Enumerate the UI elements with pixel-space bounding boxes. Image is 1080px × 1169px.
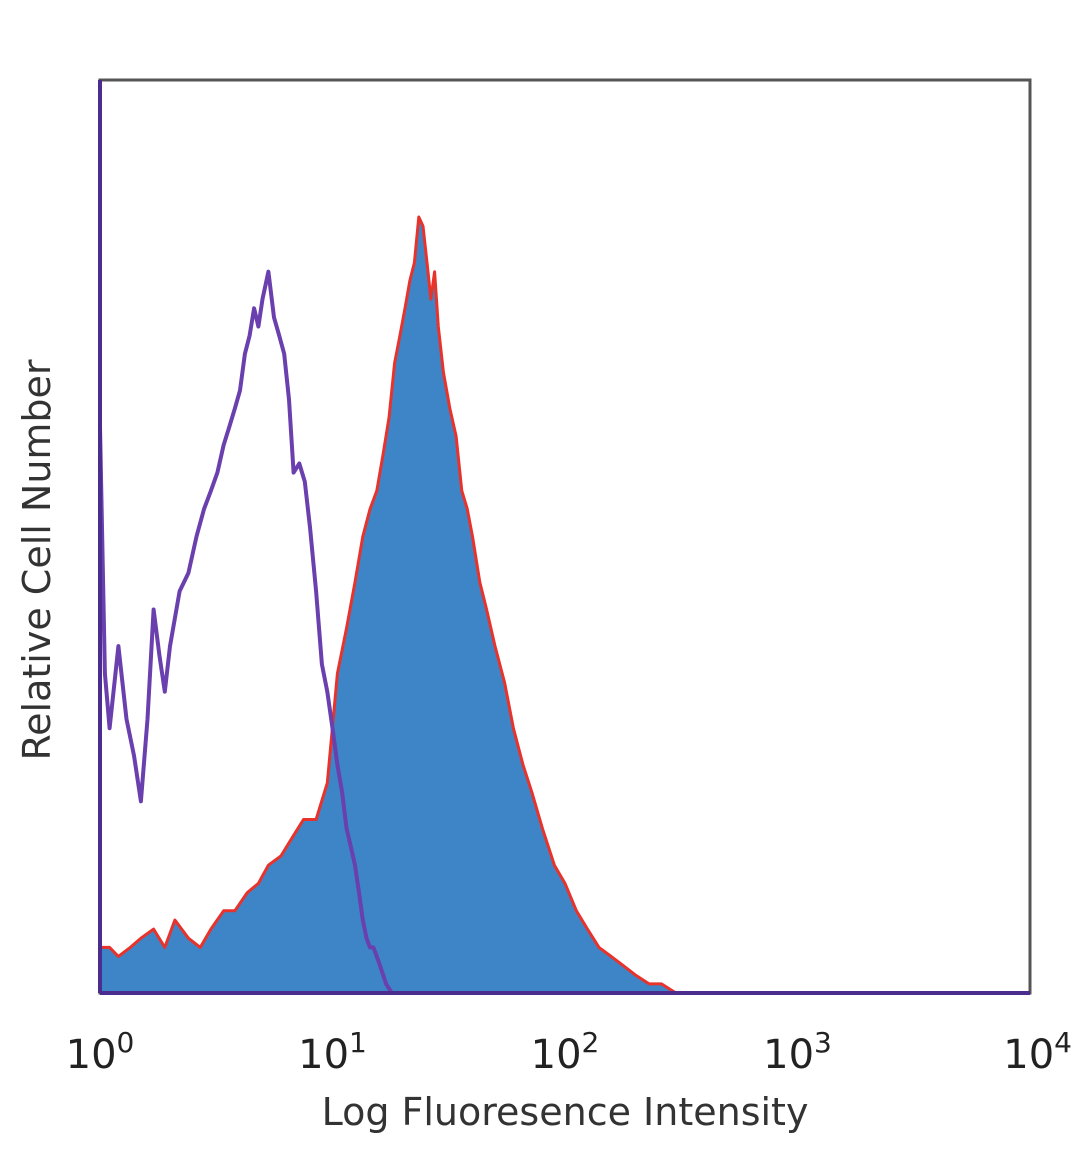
series-layer (98, 215, 683, 995)
x-tick-base: 10 (66, 1032, 117, 1078)
x-tick-exponent: 3 (814, 1026, 832, 1059)
x-tick-label: 104 (1003, 1026, 1072, 1078)
x-tick-label: 101 (298, 1026, 367, 1078)
series-0-line (100, 215, 683, 995)
x-tick-base: 10 (531, 1032, 582, 1078)
series-1-line (98, 269, 425, 995)
x-tick-label: 100 (66, 1026, 135, 1078)
x-tick-exponent: 0 (117, 1026, 135, 1059)
x-tick-label: 103 (763, 1026, 832, 1078)
x-tick-base: 10 (298, 1032, 349, 1078)
x-axis-title: Log Fluoresence Intensity (322, 1090, 809, 1134)
series-0-area (100, 217, 683, 993)
plot-frame (98, 78, 1032, 995)
x-tick-exponent: 4 (1054, 1026, 1072, 1059)
x-tick-labels: 100 101 102 103 104 (66, 1026, 1072, 1078)
x-tick-exponent: 2 (582, 1026, 600, 1059)
x-tick-label: 102 (531, 1026, 600, 1078)
x-tick-exponent: 1 (349, 1026, 367, 1059)
x-tick-base: 10 (763, 1032, 814, 1078)
y-axis-title: Relative Cell Number (15, 359, 59, 760)
x-tick-base: 10 (1003, 1032, 1054, 1078)
